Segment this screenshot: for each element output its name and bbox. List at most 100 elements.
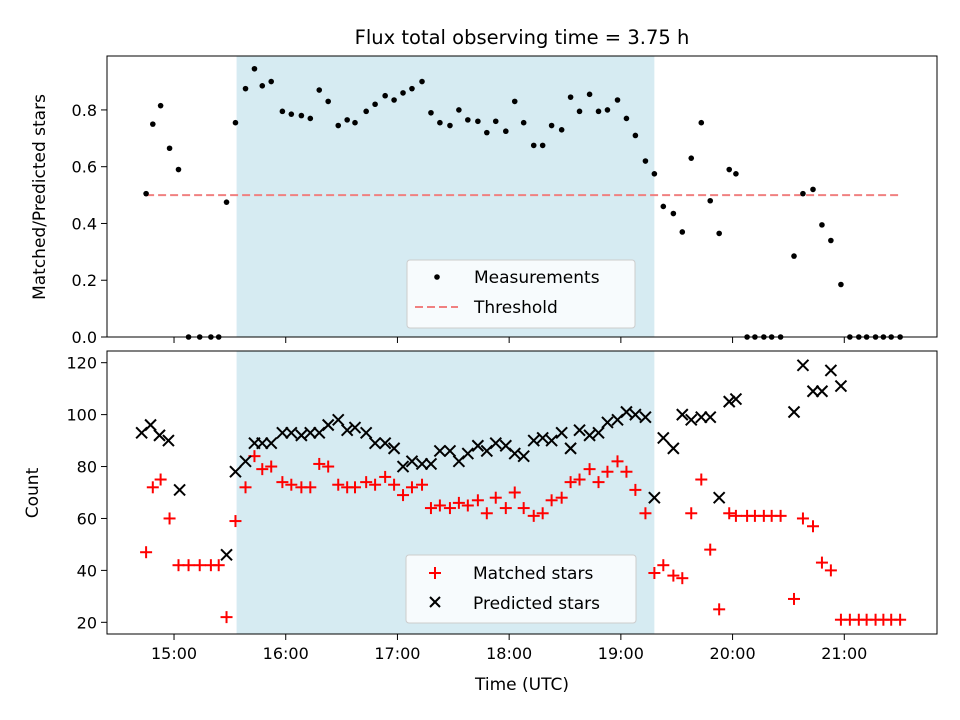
measurement-point — [698, 119, 705, 126]
marker-stroke — [443, 444, 457, 458]
measurement-point — [716, 230, 722, 237]
ratio-plot-frame — [106, 55, 938, 338]
measurement-point — [632, 132, 639, 139]
marker-stroke — [144, 418, 157, 432]
x-tick-label: 21:00 — [821, 644, 867, 663]
marker-stroke — [220, 548, 233, 562]
marker-stroke — [489, 436, 502, 450]
predicted-star-point — [387, 442, 401, 455]
measurement-point — [223, 199, 230, 205]
matched-star-point — [667, 569, 680, 582]
marker-stroke — [256, 436, 269, 450]
marker-stroke — [695, 410, 708, 424]
predicted-star-point — [695, 410, 708, 424]
matched-star-point — [193, 559, 206, 572]
y-tick-label: 60 — [77, 509, 97, 528]
measurement-point — [363, 108, 369, 115]
predicted-star-point — [461, 447, 475, 460]
marker-stroke — [162, 434, 175, 447]
predicted-star-point — [583, 429, 596, 442]
predicted-star-point — [173, 483, 186, 497]
matched-star-point — [140, 546, 153, 559]
predicted-star-point — [396, 460, 410, 473]
marker-stroke — [285, 426, 298, 439]
matched-star-point — [229, 515, 242, 528]
matched-star-point — [256, 463, 269, 476]
matched-star-point — [146, 481, 159, 494]
y-tick-label: 40 — [77, 561, 97, 580]
y-tick-label: 20 — [77, 613, 97, 632]
measurement-point — [548, 122, 555, 129]
measurement-point — [372, 101, 378, 108]
marker-stroke — [639, 410, 652, 424]
x-tick-label: 16:00 — [263, 644, 309, 663]
measurement-point — [492, 118, 499, 125]
measurement-point — [586, 91, 593, 98]
matched-star-point — [424, 502, 437, 515]
predicted-star-point — [815, 385, 829, 398]
measurement-point — [810, 186, 816, 193]
counts-legend-box — [405, 554, 637, 624]
marker-stroke — [648, 491, 661, 504]
measurement-point — [175, 166, 182, 173]
measurement-point — [530, 142, 537, 149]
ratio-x-ticks — [173, 337, 845, 343]
measurement-point — [520, 119, 527, 126]
matched-star-point — [276, 476, 289, 489]
marker-stroke — [433, 444, 447, 458]
marker-stroke — [592, 426, 605, 439]
measurement-point — [651, 170, 658, 177]
predicted-star-point — [348, 421, 362, 434]
x-tick-label: 17:00 — [374, 644, 420, 663]
predicted-star-point — [471, 439, 485, 452]
predicted-star-point — [824, 364, 838, 377]
matched-star-point — [517, 502, 530, 515]
marker-stroke — [304, 426, 317, 439]
marker-stroke — [499, 439, 513, 452]
marker-stroke — [723, 395, 736, 408]
measurement-point — [660, 203, 667, 210]
matched-star-point — [212, 559, 225, 572]
matched-star-point — [815, 556, 828, 569]
marker-stroke — [265, 436, 278, 450]
counts-x-axis: 15:00 16:00 17:00 18:00 19:00 20:00 21:00 — [151, 634, 867, 663]
marker-stroke — [583, 429, 596, 442]
measurement-point — [352, 119, 358, 126]
measurement-point — [791, 253, 797, 259]
marker-stroke — [321, 418, 335, 432]
predicted-star-point — [657, 431, 670, 445]
matched-star-point — [807, 520, 820, 533]
matched-star-point — [369, 478, 382, 491]
predicted-star-point — [256, 436, 269, 450]
marker-stroke — [229, 465, 242, 478]
predicted-star-point — [424, 457, 438, 471]
matched-star-point — [611, 455, 624, 468]
marker-stroke — [424, 457, 438, 471]
marker-stroke — [295, 429, 308, 442]
marker-stroke — [555, 426, 568, 439]
measurement-point — [642, 158, 649, 164]
measurement-point — [166, 145, 173, 152]
counts-panel: 20 40 60 80 100 120 15:00 16:00 17:00 18:00 19:00… — [23, 350, 938, 695]
predicted-star-point — [368, 436, 382, 450]
legend-measurements-marker — [434, 274, 440, 280]
matched-star-point — [405, 481, 418, 494]
matched-star-point — [313, 457, 326, 470]
matched-star-point — [461, 499, 474, 512]
measurement-point — [838, 281, 844, 288]
predicted-star-point — [144, 418, 157, 432]
legend-predicted-marker — [429, 596, 441, 608]
series-measurements — [143, 65, 903, 340]
predicted-star-point — [639, 410, 652, 424]
marker-stroke — [667, 442, 680, 455]
matched-star-point — [545, 494, 558, 507]
y-tick-label: 80 — [77, 458, 97, 477]
matched-star-point — [433, 499, 446, 512]
predicted-star-point — [321, 418, 335, 432]
measurement-point — [456, 107, 462, 113]
series-predicted-stars — [135, 359, 848, 562]
measurement-point — [726, 166, 733, 173]
predicted-star-point — [729, 392, 743, 406]
measurement-point — [819, 222, 825, 228]
